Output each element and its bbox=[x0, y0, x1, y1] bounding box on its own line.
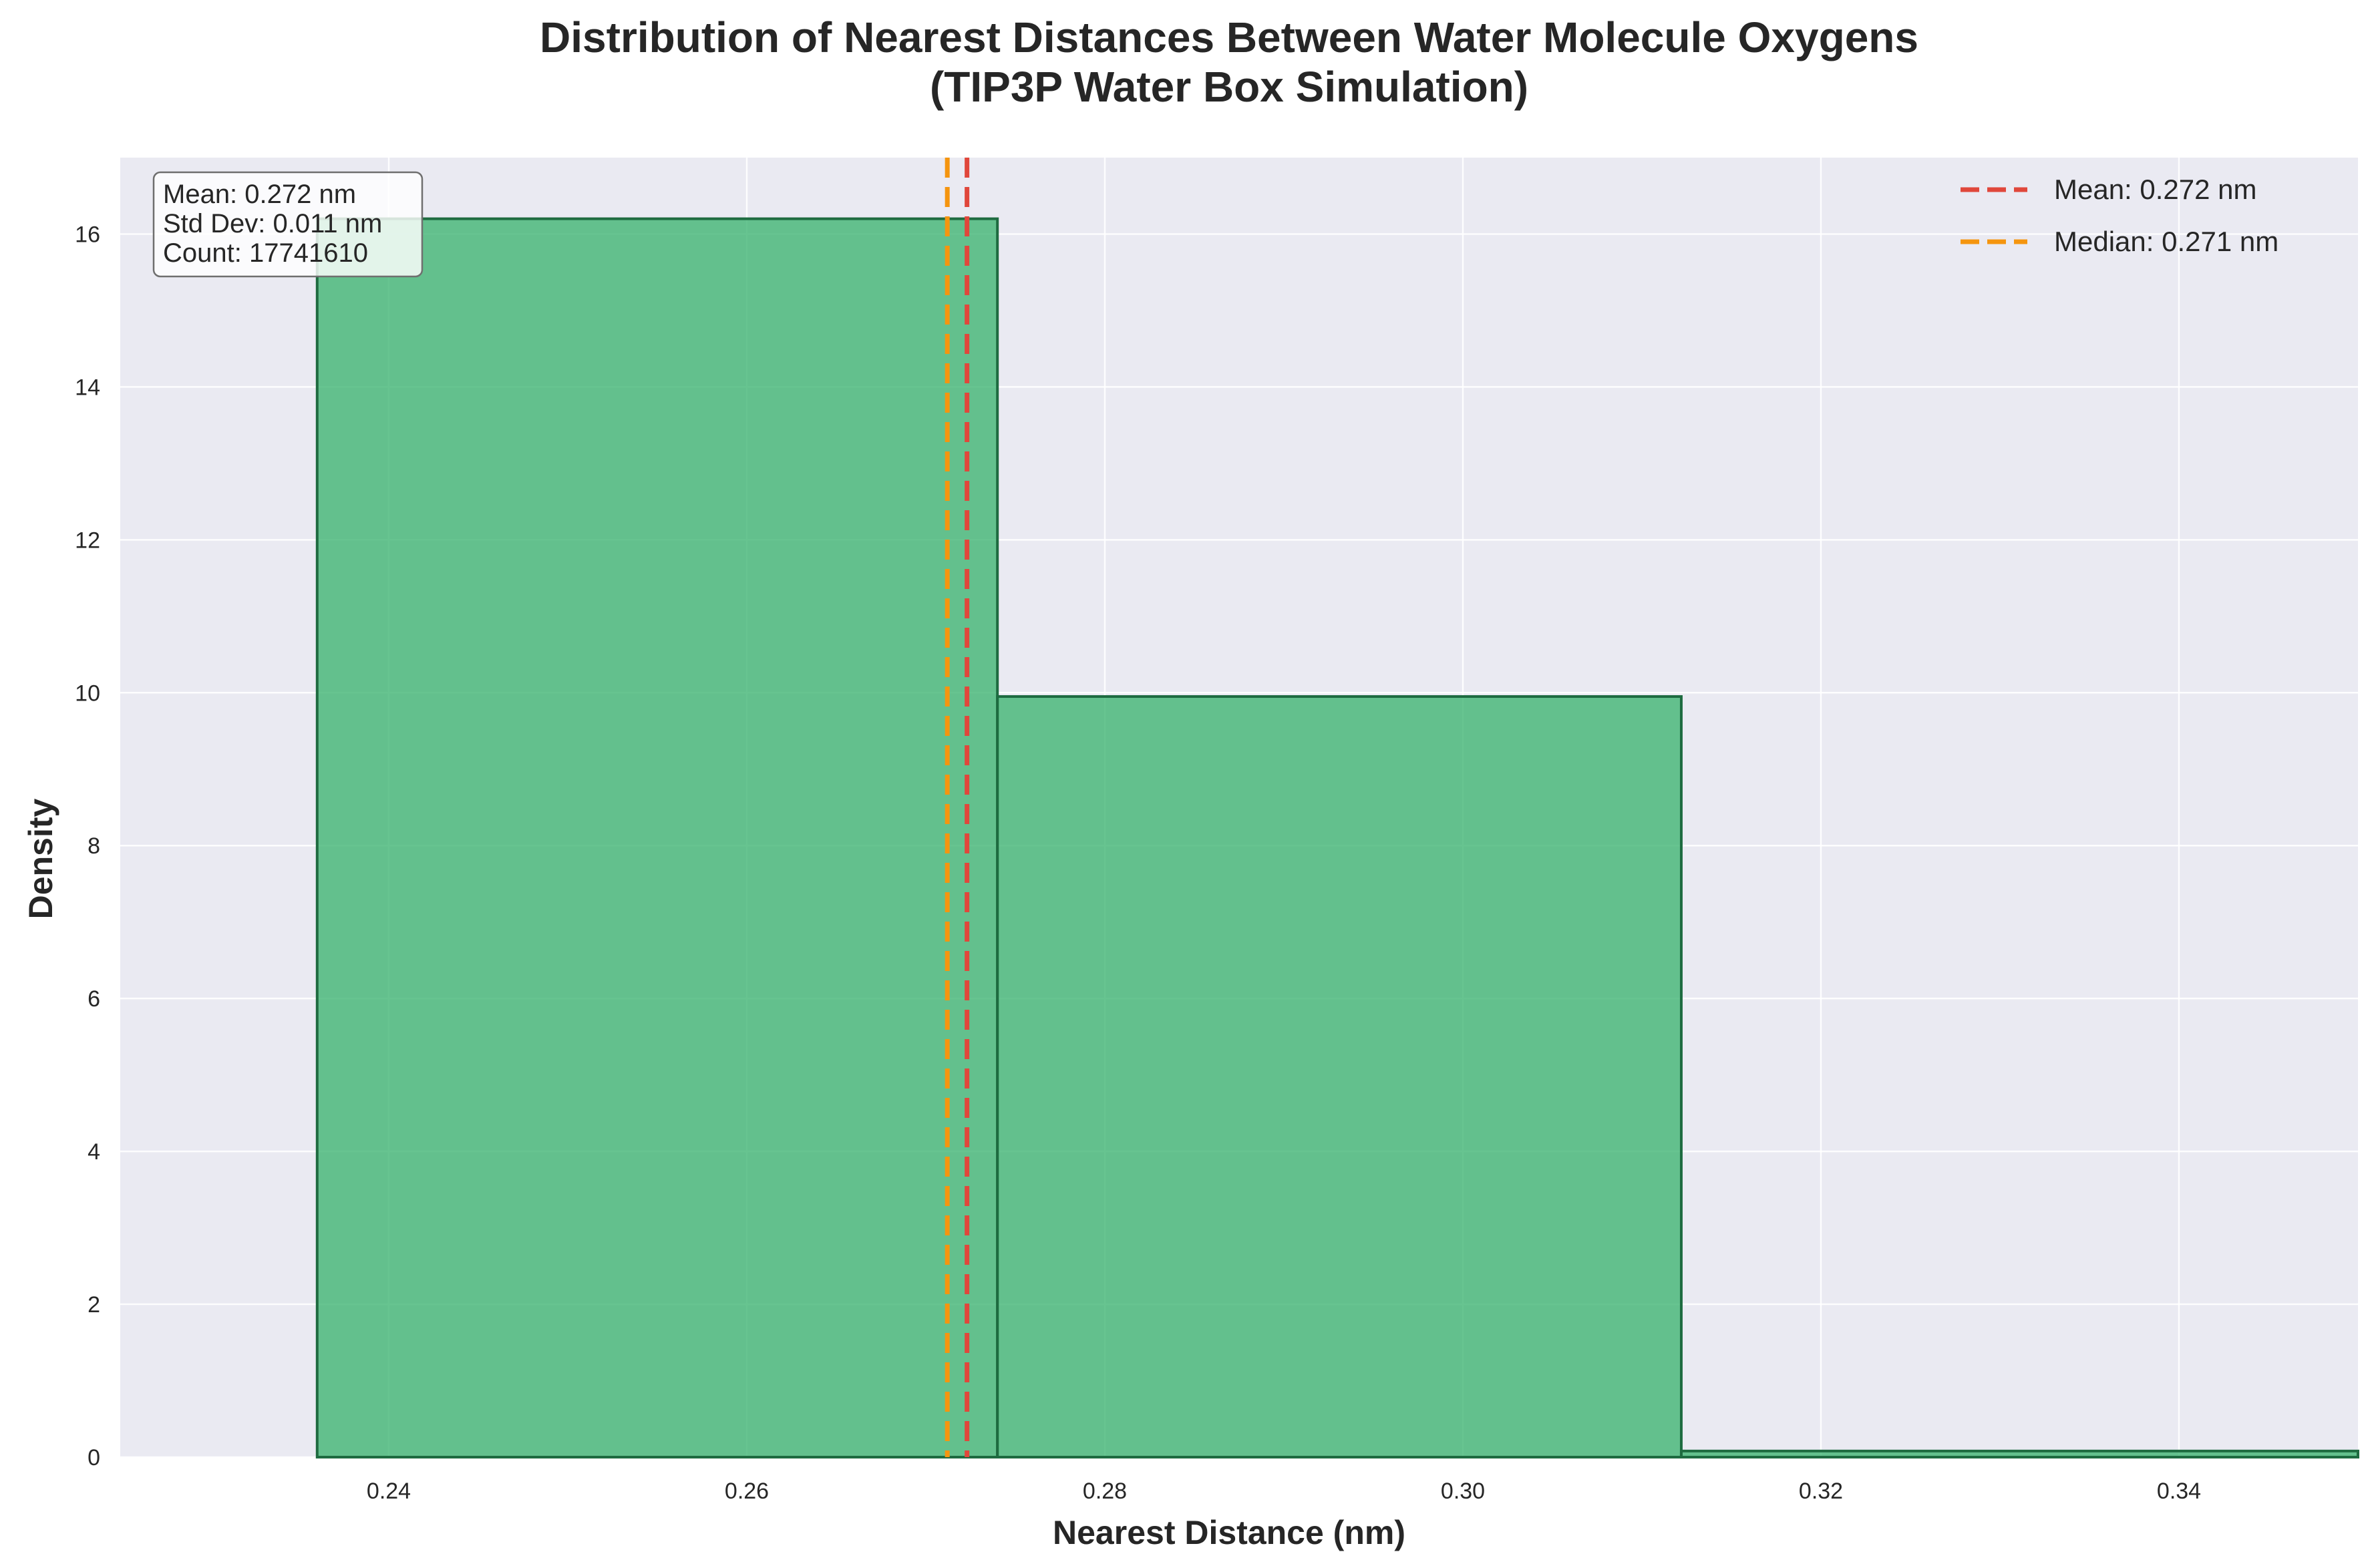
y-tick-label: 2 bbox=[88, 1292, 100, 1318]
y-tick-label: 6 bbox=[88, 986, 100, 1012]
histogram-bar bbox=[996, 695, 1683, 1458]
x-axis-label: Nearest Distance (nm) bbox=[1053, 1514, 1405, 1551]
chart-title-line-2: (TIP3P Water Box Simulation) bbox=[930, 63, 1528, 111]
y-tick-label: 4 bbox=[88, 1139, 100, 1165]
y-tick-label: 8 bbox=[88, 833, 100, 859]
x-tick-label: 0.32 bbox=[1799, 1479, 1843, 1504]
y-tick-label: 16 bbox=[75, 222, 100, 247]
y-tick-label: 0 bbox=[88, 1445, 100, 1471]
histogram-bar bbox=[1679, 1449, 2359, 1458]
y-tick-label: 10 bbox=[75, 680, 100, 706]
x-tick-label: 0.24 bbox=[367, 1479, 411, 1504]
x-tick-label: 0.26 bbox=[725, 1479, 769, 1504]
chart-title-line-1: Distribution of Nearest Distances Betwee… bbox=[540, 13, 1918, 61]
x-tick-label: 0.30 bbox=[1441, 1479, 1485, 1504]
legend-label: Median: 0.271 nm bbox=[2054, 226, 2278, 257]
stats-box-frame bbox=[152, 171, 423, 278]
x-tick-label: 0.34 bbox=[2157, 1479, 2201, 1504]
legend: Mean: 0.272 nm Median: 0.271 nm bbox=[1961, 174, 2278, 257]
legend-label: Mean: 0.272 nm bbox=[2054, 174, 2257, 205]
plot-area: 0.24 0.26 0.28 0.30 0.32 0.34 0 2 4 6 8 10 12 14 16 Mea… bbox=[75, 158, 2359, 1504]
stats-line: Count: 17741610 bbox=[163, 238, 368, 268]
y-tick-label: 14 bbox=[75, 375, 100, 400]
stats-line: Mean: 0.272 nm bbox=[163, 180, 356, 209]
y-tick-label: 12 bbox=[75, 528, 100, 553]
x-tick-label: 0.28 bbox=[1083, 1479, 1127, 1504]
stats-line: Std Dev: 0.011 nm bbox=[163, 209, 382, 238]
y-axis-label: Density bbox=[22, 799, 59, 920]
histogram-bar bbox=[315, 217, 999, 1459]
